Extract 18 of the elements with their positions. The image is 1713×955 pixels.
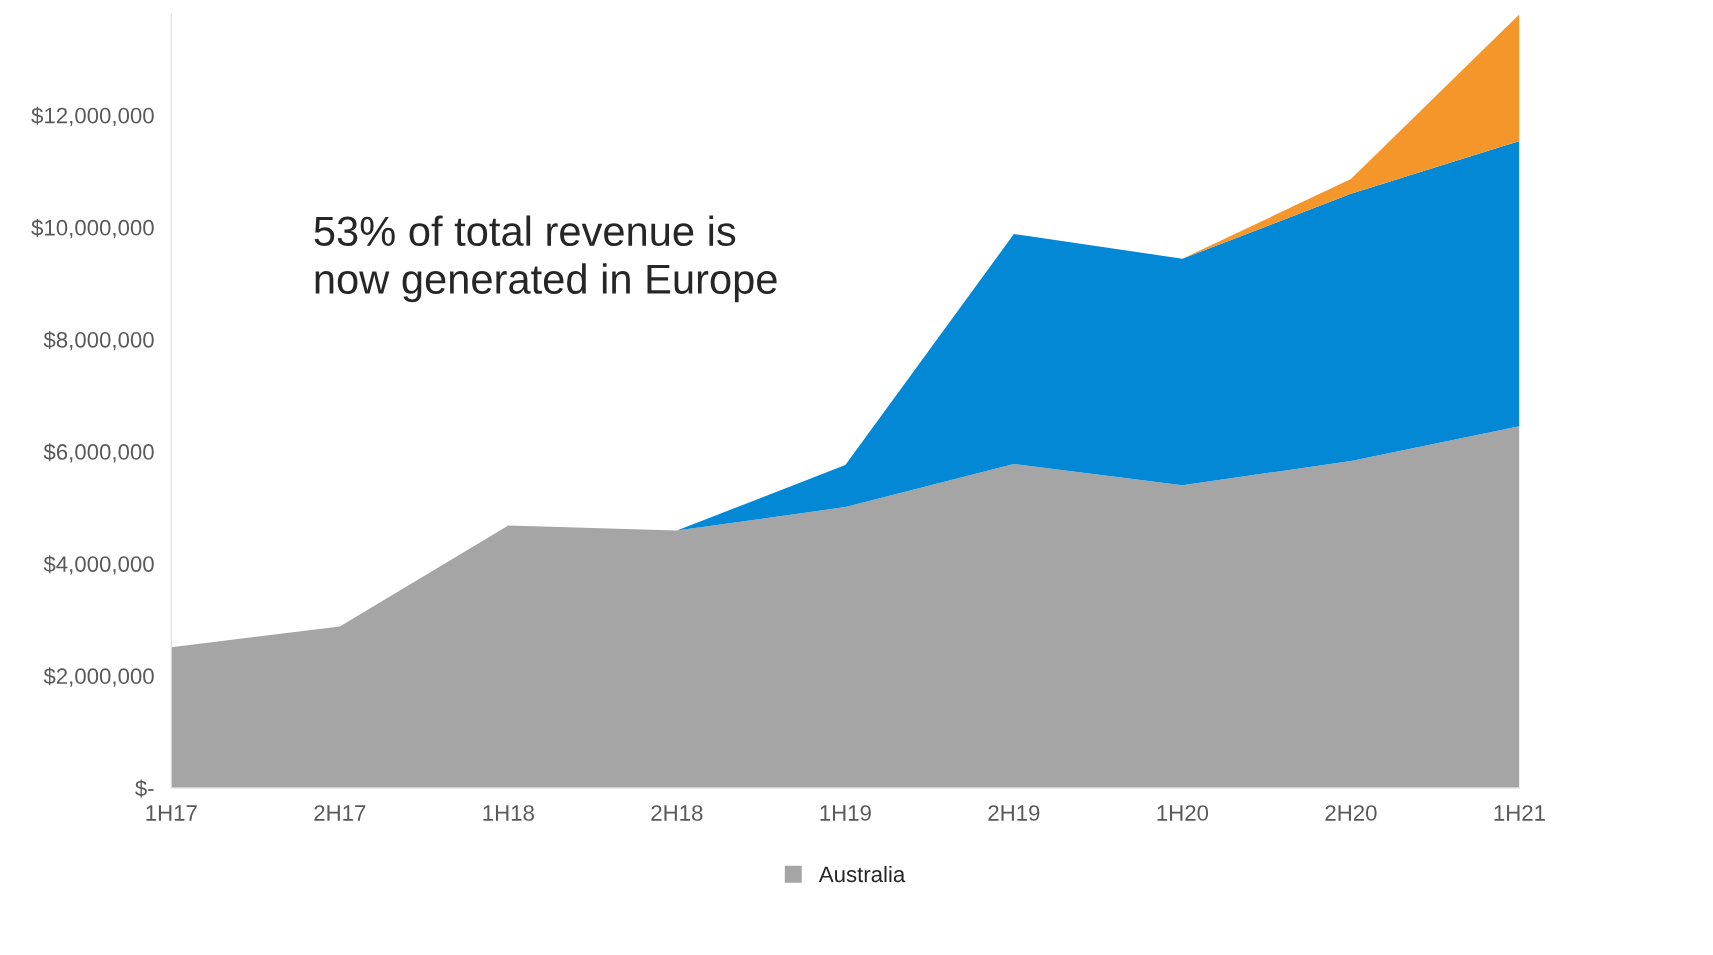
x-tick-label: 1H20 (1157, 805, 1209, 821)
legend-label: Australia (818, 865, 906, 883)
y-tick-label: $4,000,000 (43, 555, 154, 575)
x-tick-label: 2H17 (314, 805, 366, 821)
x-tick-label: 2H19 (988, 805, 1040, 821)
x-tick-label: 1H18 (483, 805, 534, 821)
x-tick-label: 2H20 (1325, 805, 1377, 821)
x-tick-label: 1H19 (820, 805, 871, 821)
y-tick-label: $10,000,000 (31, 218, 154, 239)
x-tick-label: 1H17 (146, 805, 197, 821)
annotation: 53% of total revenue is now generated in Europe (314, 215, 777, 303)
y-tick-label: $2,000,000 (43, 667, 154, 687)
y-tick-label: $6,000,000 (43, 443, 154, 463)
y-tick-label: $8,000,000 (43, 331, 154, 351)
y-tick-label: $- (135, 779, 154, 798)
x-tick-label: 1H21 (1494, 805, 1545, 821)
y-tick-label: $12,000,000 (31, 106, 154, 127)
x-tick-label: 2H18 (651, 805, 703, 821)
